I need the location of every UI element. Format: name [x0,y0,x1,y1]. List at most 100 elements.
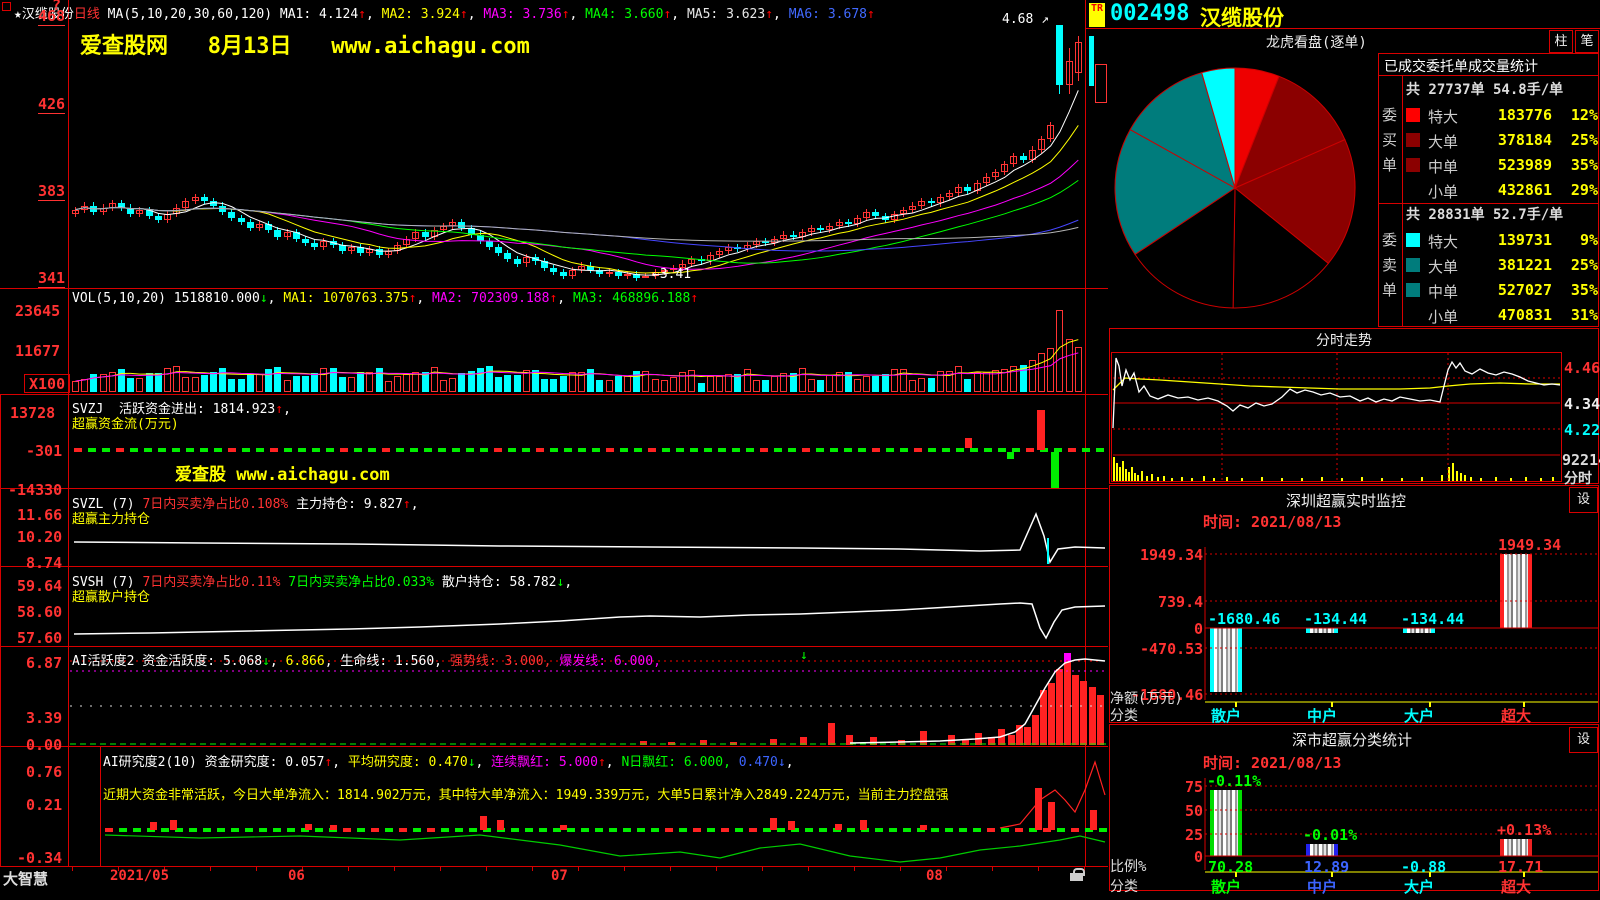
minute-volume-bar [1510,478,1512,481]
volume-bar [403,373,411,392]
ai-activity-bar [1008,735,1015,745]
svzl-header: SVZL (7) 7日内买卖净占比0.108% 主力持仓: 9.827↑, [72,493,419,512]
ai-research-dash [1029,828,1037,832]
monitor-bar-中户 [1306,628,1338,634]
ai-research-dash [721,828,729,832]
classify-settings-button[interactable]: 设 [1569,727,1598,753]
classify-xlabel-seg: 分类 [1110,879,1138,895]
minute-volume-bar [1261,477,1263,481]
svzj-dash [466,448,474,452]
volume-bar [835,372,843,392]
monitor-bar-超大 [1500,554,1532,628]
ai-activity-bar [1048,683,1055,745]
minute-panel-frame [1109,328,1599,484]
timeline-tick [900,867,901,871]
ai-research-bar [560,825,567,830]
monitor-axis-7394-seg: 739.4 [1158,593,1204,611]
minute-volume-bar [1452,463,1454,481]
volume-bar [81,378,89,392]
candle [881,215,889,220]
kline-pane[interactable] [70,24,1085,288]
minute-volume-bar [1131,467,1133,481]
timeline-tick [302,867,303,871]
ai-research-dash [1057,828,1065,832]
ai-research-dash [1015,828,1023,832]
svzj-dash [452,448,460,452]
ai-research-dash [791,828,799,832]
ai-activity-bar [1089,687,1096,745]
candle [1019,155,1027,160]
candle [357,246,365,254]
order-label: 大单 [1428,133,1459,151]
ai-research-dash [581,828,589,832]
candle [449,222,457,227]
chart-title-bar-seg: MA1: 4.124 [279,7,359,22]
monitor-settings-button[interactable]: 设 [1569,487,1598,513]
volume-bar [614,375,622,392]
candle [946,193,953,198]
svzj-dash [214,448,222,452]
price-axis-341: 341 [38,269,66,288]
volume-bar [973,372,981,392]
candle [532,257,539,262]
pie-chart[interactable] [1115,68,1355,308]
watermark-main-seg: 爱查股网 8月13日 www.aichagu.com [80,34,530,59]
ai-activity-bar [730,742,737,745]
column-mode-button[interactable]: 柱 [1549,30,1573,53]
svzj-dash [200,448,208,452]
timeline-tick [256,867,257,871]
ai-research-dash [413,828,421,832]
ai-research-dash [175,828,183,832]
ai-research-dash [861,828,869,832]
volume-bar [274,366,282,392]
svzj-dash [1012,448,1020,452]
svzj-header-seg: SVZJ 活跃资金进出: 1814.923 [72,402,276,417]
low-price-label-seg: ←3.41 [652,267,692,282]
classify-axis-0: 0 [1194,848,1203,866]
ai-research-dash [749,828,757,832]
order-value: 378184 [1497,131,1552,149]
high-price-label-seg: ↗ [1041,12,1049,27]
volume-bar [292,375,300,392]
candle [458,222,466,229]
monitor-bar-value: -1680.46 [1208,610,1281,628]
volume-bar [108,371,116,392]
price-axis-383-seg: 383 [38,182,66,201]
volume-bar [863,376,871,392]
stroke-mode-button[interactable]: 笔 [1575,30,1599,53]
monitor-ylabel-seg: 净额(万元) [1110,691,1183,707]
minute-volume-bar [1119,467,1121,481]
svzj-dash [620,448,628,452]
svsh-axis-5760-seg: 57.60 [17,629,63,647]
svsh-header-seg: 7日内买卖净占比0.033% [288,575,435,590]
order-label: 小单 [1428,183,1459,201]
minute-volume-bar [1480,478,1482,481]
minute-volume-bar [1241,478,1243,481]
candle [329,240,337,245]
timeline-tick [164,867,165,871]
ai1-arrow-marker-seg: ↓ [800,648,808,663]
minute-axis-4340-seg: 4.340 [1564,395,1600,413]
timeline-tick [578,867,579,871]
svzj-dash [256,448,264,452]
ai-activity-bar [668,742,675,745]
ai-research-dash [959,828,967,832]
svzj-dash [676,448,684,452]
price-axis-468: 468 [38,7,66,26]
candle [430,230,438,237]
candle [1056,25,1064,86]
ai-research-dash [1071,828,1079,832]
buy-summary: 共 27737单 54.8手/单 [1406,82,1564,98]
minute-volume-bar [1321,477,1323,481]
svzj-inflow-bar [965,438,972,448]
candle [348,246,355,252]
volume-bar [909,380,917,392]
svzj-dash [1082,448,1090,452]
minute-plot-frame [1111,352,1562,482]
svzj-dash [662,448,670,452]
chart-title-bar-seg: , [773,7,789,22]
svzj-dash [942,448,950,452]
candle [228,211,236,218]
volume-bar [283,380,291,392]
